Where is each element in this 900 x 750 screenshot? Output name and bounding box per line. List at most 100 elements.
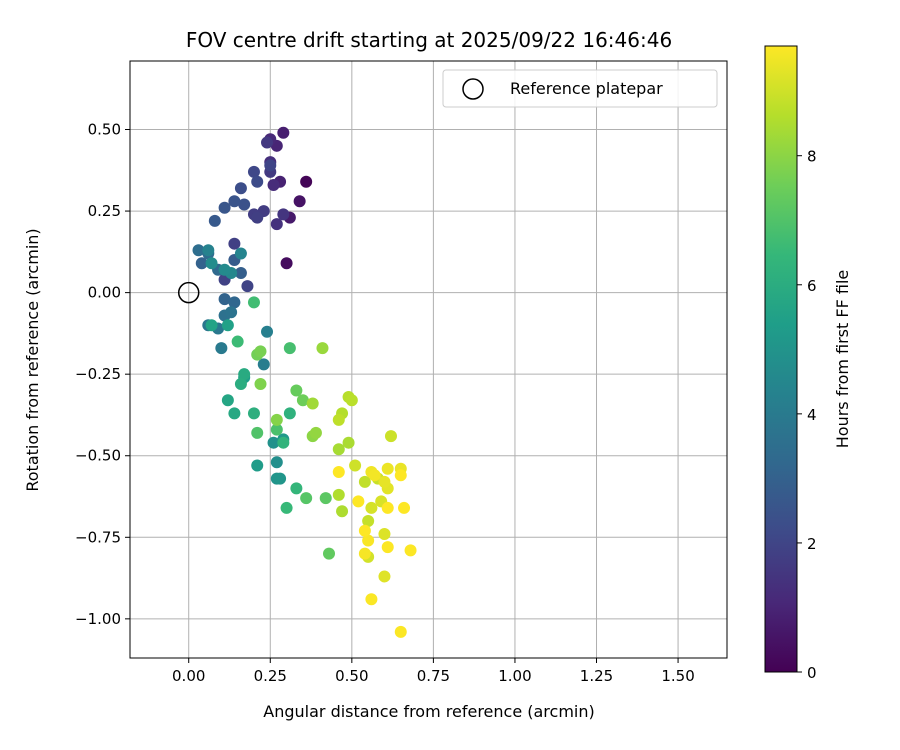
y-tick-label: −0.25 xyxy=(75,365,121,383)
data-point xyxy=(251,211,264,224)
data-point xyxy=(228,237,241,250)
data-point xyxy=(378,475,391,488)
data-point xyxy=(208,214,221,227)
data-point xyxy=(238,368,251,381)
x-tick-label: 0.25 xyxy=(254,667,287,685)
data-point xyxy=(228,195,241,208)
x-axis-label: Angular distance from reference (arcmin) xyxy=(263,702,594,721)
data-point xyxy=(254,345,267,358)
colorbar-ticks: 0 2 4 6 8 xyxy=(797,148,817,682)
data-point xyxy=(332,466,345,479)
data-point xyxy=(296,394,309,407)
data-point xyxy=(381,462,394,475)
colorbar-tick-label: 6 xyxy=(807,277,817,295)
data-point xyxy=(398,501,411,514)
data-point xyxy=(381,501,394,514)
colorbar-gradient xyxy=(764,45,798,673)
data-point xyxy=(264,159,277,172)
data-point xyxy=(394,625,407,638)
data-point xyxy=(270,423,283,436)
x-axis-ticks: 0.00 0.25 0.50 0.75 1.00 1.25 1.50 xyxy=(172,658,695,685)
data-point xyxy=(316,342,329,355)
x-tick-label: 1.25 xyxy=(580,667,613,685)
data-point xyxy=(280,501,293,514)
data-point xyxy=(332,488,345,501)
colorbar-label: Hours from first FF file xyxy=(833,270,852,449)
y-tick-label: −1.00 xyxy=(75,610,121,628)
x-tick-label: 1.50 xyxy=(661,667,694,685)
reference-platepar-marker xyxy=(177,281,200,304)
y-tick-label: −0.75 xyxy=(75,528,121,546)
data-point xyxy=(218,263,231,276)
data-point xyxy=(234,377,247,390)
data-point xyxy=(270,456,283,469)
data-point xyxy=(290,482,303,495)
x-tick-label: 1.00 xyxy=(498,667,531,685)
y-axis-ticks: 0.50 0.25 0.00 −0.25 −0.50 −0.75 −1.00 xyxy=(75,121,130,628)
data-point xyxy=(234,182,247,195)
data-point xyxy=(277,436,290,449)
data-point xyxy=(234,267,247,280)
data-point xyxy=(358,547,371,560)
data-point xyxy=(384,430,397,443)
data-point xyxy=(267,436,280,449)
data-point xyxy=(358,524,371,537)
legend-box xyxy=(442,69,718,108)
y-tick-label: 0.50 xyxy=(88,121,121,139)
data-point xyxy=(251,459,264,472)
data-point xyxy=(381,541,394,554)
data-point xyxy=(342,436,355,449)
data-point xyxy=(332,413,345,426)
data-point xyxy=(306,397,319,410)
data-point xyxy=(378,528,391,541)
data-point xyxy=(349,459,362,472)
data-point xyxy=(238,198,251,211)
y-tick-label: 0.25 xyxy=(88,202,121,220)
plot-area xyxy=(130,61,727,658)
data-point xyxy=(394,469,407,482)
colorbar-tick-label: 8 xyxy=(807,148,817,166)
y-tick-label: −0.50 xyxy=(75,447,121,465)
data-point xyxy=(221,394,234,407)
y-axis-label: Rotation from reference (arcmin) xyxy=(23,228,42,491)
data-point xyxy=(241,280,254,293)
data-point xyxy=(225,306,238,319)
data-point xyxy=(257,358,270,371)
data-point xyxy=(300,492,313,505)
plot-frame xyxy=(129,60,728,659)
data-point xyxy=(365,593,378,606)
data-point xyxy=(362,514,375,527)
data-point xyxy=(404,544,417,557)
data-point xyxy=(247,165,260,178)
data-point xyxy=(274,472,287,485)
data-point xyxy=(247,407,260,420)
data-point xyxy=(277,208,290,221)
data-point xyxy=(345,394,358,407)
data-point xyxy=(352,495,365,508)
data-point xyxy=(319,492,332,505)
data-point xyxy=(267,178,280,191)
data-point xyxy=(195,257,208,270)
legend-marker xyxy=(462,78,484,100)
data-point xyxy=(261,136,274,149)
data-point xyxy=(280,257,293,270)
data-point xyxy=(231,335,244,348)
legend: Reference platepar xyxy=(442,69,718,108)
data-point xyxy=(228,407,241,420)
data-point xyxy=(293,195,306,208)
chart-title: FOV centre drift starting at 2025/09/22 … xyxy=(186,28,672,52)
data-point xyxy=(283,342,296,355)
x-tick-label: 0.75 xyxy=(417,667,450,685)
data-point xyxy=(332,443,345,456)
data-point xyxy=(218,201,231,214)
data-point xyxy=(221,319,234,332)
data-points xyxy=(192,126,417,638)
data-point xyxy=(215,342,228,355)
x-tick-label: 0.50 xyxy=(335,667,368,685)
data-point xyxy=(283,407,296,420)
data-point xyxy=(228,296,241,309)
colorbar-tick-label: 4 xyxy=(807,406,817,424)
data-point xyxy=(362,534,375,547)
data-point xyxy=(300,175,313,188)
